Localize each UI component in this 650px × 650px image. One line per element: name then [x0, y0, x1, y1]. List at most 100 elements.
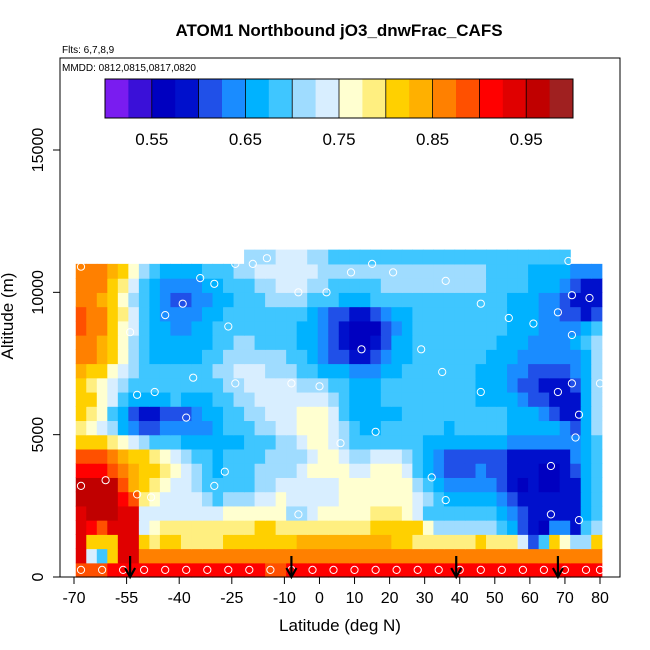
heatmap-cell: [443, 363, 456, 379]
heatmap-cell: [275, 335, 287, 350]
heatmap-cell: [138, 377, 150, 393]
heatmap-cell: [138, 520, 150, 535]
heatmap-cell: [159, 434, 172, 450]
heatmap-cell: [212, 434, 224, 450]
heatmap-cell: [549, 292, 561, 308]
heatmap-cell: [570, 363, 582, 379]
heatmap-cell: [75, 434, 87, 450]
heatmap-cell: [275, 505, 287, 521]
heatmap-cell: [338, 406, 350, 422]
heatmap-cell: [180, 349, 193, 365]
heatmap-cell: [265, 320, 277, 336]
heatmap-cell: [138, 420, 150, 436]
heatmap-cell: [401, 520, 413, 535]
heatmap-cell: [359, 448, 371, 464]
sample-point: [140, 565, 149, 575]
heatmap-cell: [507, 377, 519, 393]
heatmap-cell: [349, 320, 361, 336]
heatmap-cell: [380, 263, 392, 279]
heatmap-cell: [117, 278, 129, 293]
heatmap-cell: [391, 548, 403, 564]
heatmap-cell: [359, 391, 371, 407]
heatmap-cell: [170, 406, 182, 422]
heatmap-cell: [317, 448, 329, 464]
heatmap-cell: [233, 534, 245, 550]
heatmap-cell: [496, 278, 508, 293]
heatmap-cell: [591, 548, 603, 564]
heatmap-cell: [191, 505, 203, 521]
sample-point: [567, 379, 577, 388]
heatmap-cell: [475, 420, 487, 436]
heatmap-cell: [559, 448, 571, 464]
heatmap-cell: [517, 249, 529, 265]
colorbar-segment: [385, 79, 410, 118]
heatmap-cell: [454, 463, 466, 478]
heatmap-cell: [265, 391, 277, 407]
heatmap-cell: [370, 363, 382, 379]
heatmap-cell: [391, 434, 403, 450]
heatmap-cell: [223, 562, 235, 578]
heatmap-cell: [275, 562, 287, 578]
heatmap-cell: [254, 520, 266, 535]
heatmap-cell: [254, 335, 266, 350]
heatmap-cell: [401, 477, 413, 493]
heatmap-cell: [496, 391, 508, 407]
heatmap-cell: [96, 278, 108, 293]
sample-point: [574, 410, 584, 419]
heatmap-cell: [328, 263, 340, 279]
heatmap-cell: [86, 306, 98, 322]
sample-point: [182, 413, 191, 422]
heatmap-cell: [233, 377, 245, 393]
heatmap-cell: [538, 278, 550, 293]
sample-point: [182, 565, 191, 575]
heatmap-cell: [223, 406, 235, 422]
heatmap-cell: [359, 320, 371, 336]
heatmap-cell: [138, 534, 150, 550]
heatmap-cell: [286, 420, 298, 436]
heatmap-cell: [391, 520, 403, 535]
heatmap-cell: [223, 391, 235, 407]
heatmap-cell: [549, 320, 561, 336]
heatmap-cell: [170, 505, 182, 521]
heatmap-cell: [359, 349, 371, 365]
heatmap-cell: [254, 377, 266, 393]
sample-point: [413, 565, 422, 575]
heatmap-cell: [286, 349, 298, 365]
heatmap-cell: [349, 491, 361, 507]
heatmap-cell: [296, 463, 308, 478]
heatmap-cell: [538, 491, 550, 507]
heatmap-cell: [180, 448, 193, 464]
heatmap-cell: [107, 420, 119, 436]
sample-point: [571, 433, 580, 442]
heatmap-cell: [559, 278, 571, 293]
heatmap-cell: [328, 448, 340, 464]
heatmap-cell: [191, 491, 203, 507]
heatmap-cell: [401, 391, 413, 407]
heatmap-cell: [443, 448, 456, 464]
sample-point: [245, 565, 254, 575]
heatmap-cell: [170, 434, 182, 450]
heatmap-cell: [464, 477, 477, 493]
heatmap-cell: [275, 406, 287, 422]
heatmap-cell: [538, 477, 550, 493]
sample-point: [76, 262, 86, 271]
heatmap-cell: [223, 420, 235, 436]
heatmap-cell: [170, 448, 182, 464]
heatmap-cell: [117, 420, 129, 436]
heatmap-cell: [149, 534, 161, 550]
heatmap-cell: [412, 349, 424, 365]
sample-point: [210, 481, 219, 490]
heatmap-cell: [412, 434, 424, 450]
heatmap-cell: [212, 278, 224, 293]
heatmap-cell: [265, 520, 277, 535]
heatmap-cell: [370, 278, 382, 293]
heatmap-cell: [307, 249, 319, 265]
heatmap-cell: [443, 534, 456, 550]
heatmap-cell: [244, 491, 256, 507]
heatmap-cell: [475, 434, 487, 450]
heatmap-cell: [422, 520, 435, 535]
heatmap-cell: [391, 363, 403, 379]
heatmap-cell: [486, 263, 498, 279]
heatmap-cell: [191, 477, 203, 493]
sample-point: [133, 490, 142, 499]
